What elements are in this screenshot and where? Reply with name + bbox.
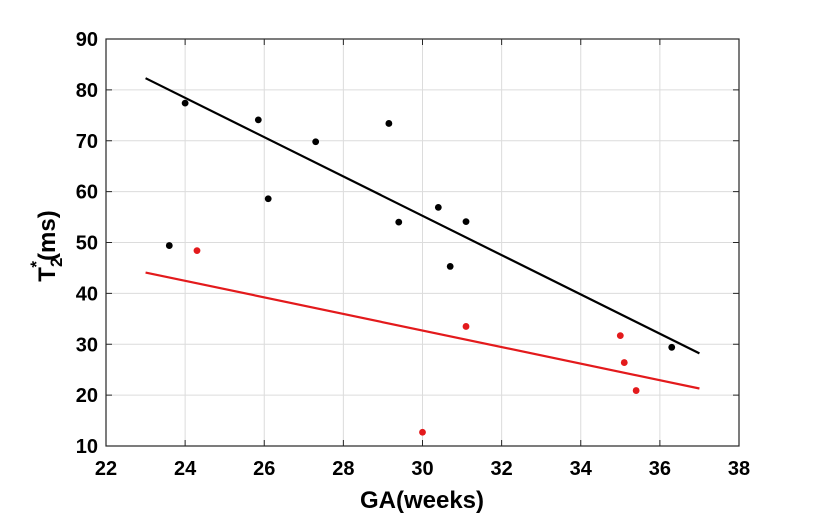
x-tick-label: 34 [570, 458, 593, 480]
data-point-red [616, 332, 624, 340]
y-tick-label: 30 [76, 334, 98, 356]
x-tick-label: 38 [728, 458, 750, 480]
data-point-black [395, 218, 403, 226]
fit-line-black [145, 77, 700, 355]
data-point-black [312, 138, 320, 146]
data-point-red [620, 359, 628, 366]
x-tick-label: 26 [253, 458, 275, 480]
data-point-black [385, 120, 393, 127]
y-tick-label: 80 [76, 80, 98, 102]
data-point-black [264, 195, 272, 203]
y-axis-label: T2*(ms) [27, 210, 66, 281]
data-point-black [165, 242, 173, 249]
data-point-black [181, 99, 189, 107]
data-point-black [668, 343, 676, 351]
x-tick-label: 36 [649, 458, 671, 480]
y-tick-label: 90 [76, 29, 98, 51]
x-tick-label: 32 [491, 458, 513, 480]
x-tick-label: 24 [174, 458, 197, 480]
y-axis-label-text: T2*(ms) [27, 210, 66, 281]
fit-line-red [145, 271, 700, 390]
data-point-black [434, 203, 442, 211]
y-tick-label: 50 [76, 233, 98, 255]
data-point-red [632, 387, 640, 394]
fit-lines [145, 77, 700, 390]
y-axis-label-base: T [34, 267, 61, 282]
y-tick-label: 70 [76, 131, 98, 153]
y-tick-label: 60 [76, 182, 98, 204]
y-tick-label: 10 [76, 436, 98, 458]
data-point-red [462, 323, 470, 330]
x-tick-label: 22 [95, 458, 117, 480]
data-point-black [462, 218, 470, 226]
axis-ticks: 22 24 26 28 30 32 34 36 38 10 20 30 40 50 60 70 80 90 [76, 29, 750, 480]
x-axis-label: GA(weeks) [360, 487, 484, 514]
y-axis-label-subscript: 2 [47, 258, 66, 267]
data-point-black [446, 263, 454, 270]
data-point-red [193, 247, 201, 255]
data-point-black [254, 116, 262, 124]
y-axis-label-superscript: * [27, 261, 46, 268]
data-point-red [419, 428, 426, 436]
x-tick-label: 28 [332, 458, 354, 480]
data-points [165, 99, 676, 436]
x-tick-label: 30 [411, 458, 433, 480]
y-tick-label: 20 [76, 385, 98, 407]
y-tick-label: 40 [76, 283, 98, 305]
y-axis-label-unit: (ms) [34, 210, 61, 261]
